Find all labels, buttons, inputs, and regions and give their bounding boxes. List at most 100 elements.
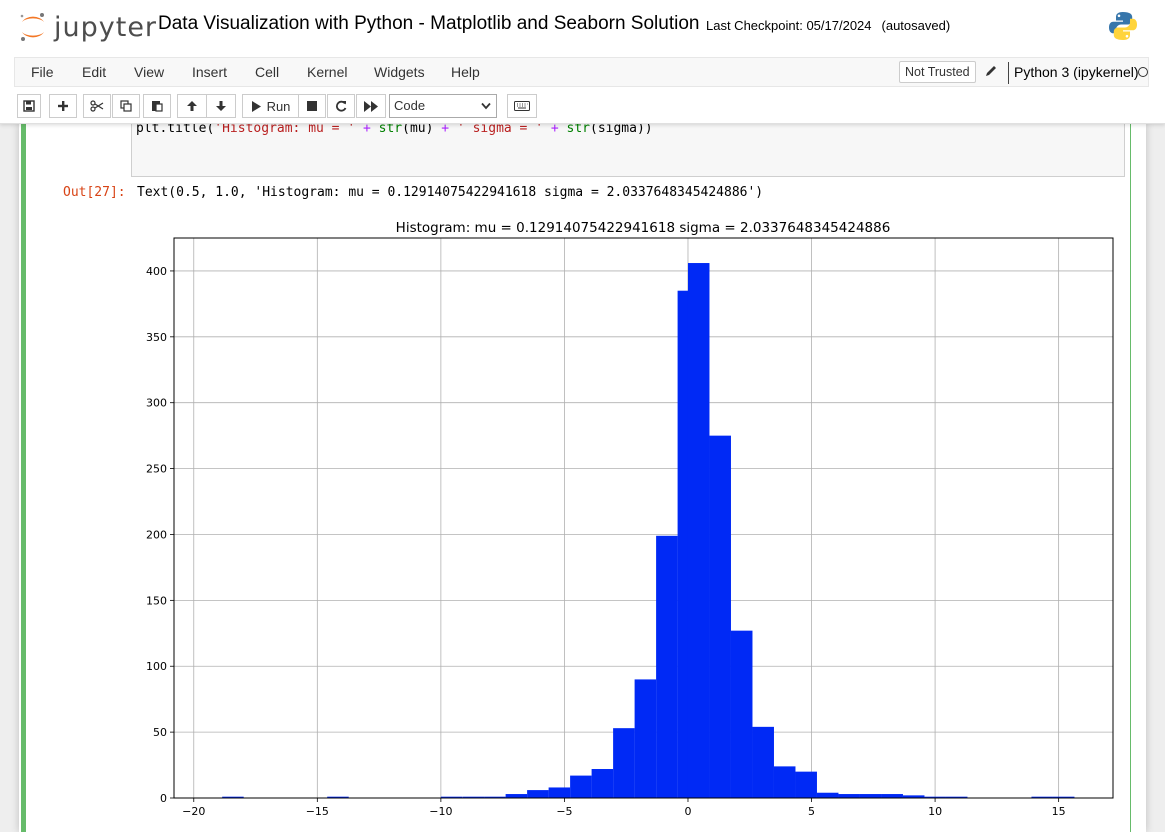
menu-insert[interactable]: Insert bbox=[192, 64, 228, 80]
arrow-down-icon bbox=[216, 101, 226, 111]
notebook-title[interactable]: Data Visualization with Python - Matplot… bbox=[158, 13, 700, 34]
code-token: (mu) bbox=[402, 121, 442, 136]
notebook-header: jupyter Data Visualization with Python -… bbox=[0, 0, 1165, 124]
paste-button[interactable] bbox=[143, 94, 171, 118]
x-tick-label: 10 bbox=[928, 805, 942, 818]
x-tick-label: −10 bbox=[429, 805, 452, 818]
interrupt-button[interactable] bbox=[298, 94, 326, 118]
histogram-bar bbox=[816, 792, 839, 798]
y-tick-label: 300 bbox=[146, 397, 167, 410]
jupyter-logo[interactable]: jupyter bbox=[18, 10, 157, 44]
x-tick-label: −15 bbox=[306, 805, 329, 818]
histogram-bar bbox=[902, 795, 925, 798]
menu-widgets[interactable]: Widgets bbox=[374, 64, 425, 80]
move-up-button[interactable] bbox=[177, 94, 207, 118]
run-button-label: Run bbox=[266, 98, 291, 114]
cell-type-select[interactable]: Code bbox=[389, 94, 497, 118]
grid-lines bbox=[174, 238, 1113, 799]
move-down-button[interactable] bbox=[206, 94, 236, 118]
kernel-name[interactable]: Python 3 (ipykernel) bbox=[1014, 64, 1139, 80]
histogram-chart: Histogram: mu = 0.12914075422941618 sigm… bbox=[146, 220, 1114, 818]
histogram-bar bbox=[730, 630, 753, 798]
cut-button[interactable] bbox=[83, 94, 111, 118]
menu-cell[interactable]: Cell bbox=[255, 64, 280, 80]
kernel-separator bbox=[1008, 62, 1009, 84]
x-tick-label: −20 bbox=[182, 805, 205, 818]
restart-kernel-button[interactable] bbox=[327, 94, 355, 118]
jupyter-logo-icon bbox=[20, 13, 44, 41]
jupyter-wordmark: jupyter bbox=[54, 11, 158, 43]
checkpoint-label: Last Checkpoint: 05/17/2024 bbox=[706, 18, 872, 33]
y-tick-label: 200 bbox=[146, 528, 167, 541]
code-editor[interactable] bbox=[131, 123, 1125, 177]
save-button[interactable] bbox=[17, 94, 41, 118]
toolbar: Run Code bbox=[0, 92, 1165, 120]
chevron-down-icon bbox=[481, 102, 491, 110]
histogram-bar bbox=[613, 728, 635, 798]
restart-icon bbox=[336, 100, 347, 112]
trust-status-button[interactable]: Not Trusted bbox=[899, 61, 976, 83]
notebook-page bbox=[19, 123, 1146, 832]
code-token: plt.title( bbox=[136, 121, 215, 136]
axis-ticks: −20 −15 −10 −5 0 5 10 1505010015020025030035040… bbox=[146, 265, 1066, 818]
menu-help[interactable]: Help bbox=[451, 64, 480, 80]
histogram-bar bbox=[634, 679, 657, 798]
y-tick-label: 150 bbox=[146, 594, 167, 607]
code-token: (sigma)) bbox=[590, 121, 653, 136]
code-line[interactable]: plt.title('Histogram: mu = ' + str(mu) +… bbox=[136, 121, 653, 136]
command-palette-button[interactable] bbox=[507, 94, 537, 118]
autosave-status: (autosaved) bbox=[881, 18, 951, 33]
python-logo-icon bbox=[1109, 12, 1137, 40]
histogram-bar bbox=[709, 435, 731, 798]
selected-cell[interactable] bbox=[21, 123, 1131, 832]
histogram-bar bbox=[222, 796, 244, 798]
x-tick-label: −5 bbox=[556, 805, 572, 818]
pencil-icon[interactable] bbox=[984, 64, 998, 78]
y-tick-label: 0 bbox=[160, 792, 167, 805]
histogram-bar bbox=[859, 794, 882, 798]
menu-bar: File Edit View Insert Cell Kernel Widget… bbox=[14, 57, 1149, 87]
arrow-up-icon bbox=[187, 101, 197, 111]
x-tick-label: 0 bbox=[684, 805, 691, 818]
code-token: ' sigma = ' bbox=[456, 121, 544, 136]
menu-file[interactable]: File bbox=[31, 64, 54, 80]
copy-icon bbox=[120, 100, 132, 112]
histogram-bar bbox=[527, 790, 549, 798]
chart-title: Histogram: mu = 0.12914075422941618 sigm… bbox=[396, 220, 891, 236]
cell-type-value: Code bbox=[394, 98, 426, 113]
code-token: str bbox=[566, 121, 590, 136]
plus-icon bbox=[58, 101, 68, 111]
menu-kernel[interactable]: Kernel bbox=[307, 64, 348, 80]
histogram-bar bbox=[1031, 796, 1053, 798]
play-icon bbox=[251, 100, 261, 112]
histogram-bar bbox=[773, 766, 796, 798]
histogram-bar bbox=[505, 794, 528, 798]
code-token: str bbox=[378, 121, 403, 136]
copy-button[interactable] bbox=[112, 94, 140, 118]
y-tick-label: 100 bbox=[146, 660, 167, 673]
histogram-bar bbox=[752, 726, 774, 798]
paste-icon bbox=[152, 101, 163, 112]
keyboard-icon bbox=[514, 101, 530, 111]
histogram-bar bbox=[570, 775, 592, 798]
histogram-bar bbox=[484, 796, 506, 798]
code-token: 'Histogram: mu = ' bbox=[214, 121, 356, 136]
menu-edit[interactable]: Edit bbox=[82, 64, 107, 80]
kernel-idle-indicator-icon bbox=[1138, 67, 1148, 77]
output-text: Text(0.5, 1.0, 'Histogram: mu = 0.129140… bbox=[137, 185, 764, 200]
x-tick-label: 15 bbox=[1052, 805, 1066, 818]
code-token: + bbox=[441, 121, 450, 136]
histogram-bar bbox=[687, 263, 710, 798]
stop-icon bbox=[307, 101, 317, 111]
y-tick-label: 350 bbox=[146, 331, 167, 344]
x-tick-label: 5 bbox=[808, 805, 815, 818]
insert-cell-button[interactable] bbox=[49, 94, 77, 118]
y-tick-label: 250 bbox=[146, 463, 167, 476]
run-all-button[interactable] bbox=[356, 94, 386, 118]
run-button[interactable]: Run bbox=[242, 94, 299, 118]
histogram-bar bbox=[440, 796, 463, 798]
menu-view[interactable]: View bbox=[134, 64, 165, 80]
histogram-bar bbox=[924, 796, 946, 798]
histogram-bar bbox=[945, 796, 968, 798]
save-icon bbox=[23, 100, 35, 112]
